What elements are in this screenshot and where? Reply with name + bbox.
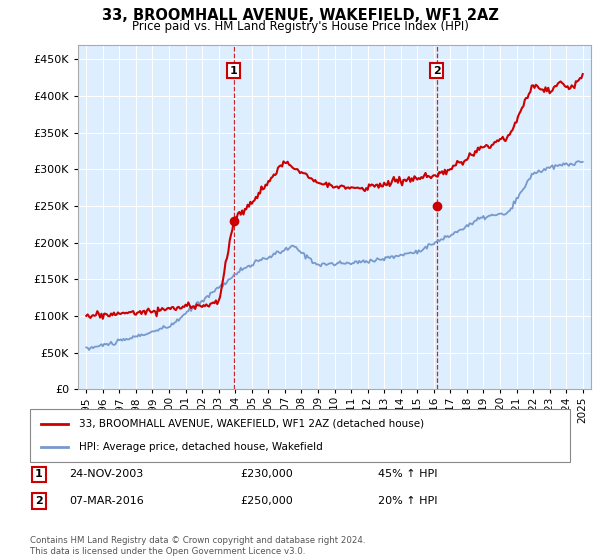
Text: 33, BROOMHALL AVENUE, WAKEFIELD, WF1 2AZ: 33, BROOMHALL AVENUE, WAKEFIELD, WF1 2AZ bbox=[101, 8, 499, 24]
Text: 45% ↑ HPI: 45% ↑ HPI bbox=[378, 469, 437, 479]
Text: £250,000: £250,000 bbox=[240, 496, 293, 506]
Text: 2: 2 bbox=[35, 496, 43, 506]
Text: 07-MAR-2016: 07-MAR-2016 bbox=[69, 496, 144, 506]
Text: 1: 1 bbox=[230, 66, 238, 76]
Text: £230,000: £230,000 bbox=[240, 469, 293, 479]
Text: HPI: Average price, detached house, Wakefield: HPI: Average price, detached house, Wake… bbox=[79, 442, 322, 452]
Text: Price paid vs. HM Land Registry's House Price Index (HPI): Price paid vs. HM Land Registry's House … bbox=[131, 20, 469, 32]
Text: 20% ↑ HPI: 20% ↑ HPI bbox=[378, 496, 437, 506]
Text: 33, BROOMHALL AVENUE, WAKEFIELD, WF1 2AZ (detached house): 33, BROOMHALL AVENUE, WAKEFIELD, WF1 2AZ… bbox=[79, 419, 424, 429]
FancyBboxPatch shape bbox=[30, 409, 570, 462]
Text: Contains HM Land Registry data © Crown copyright and database right 2024.
This d: Contains HM Land Registry data © Crown c… bbox=[30, 536, 365, 556]
Text: 1: 1 bbox=[35, 469, 43, 479]
Text: 24-NOV-2003: 24-NOV-2003 bbox=[69, 469, 143, 479]
Text: 2: 2 bbox=[433, 66, 440, 76]
